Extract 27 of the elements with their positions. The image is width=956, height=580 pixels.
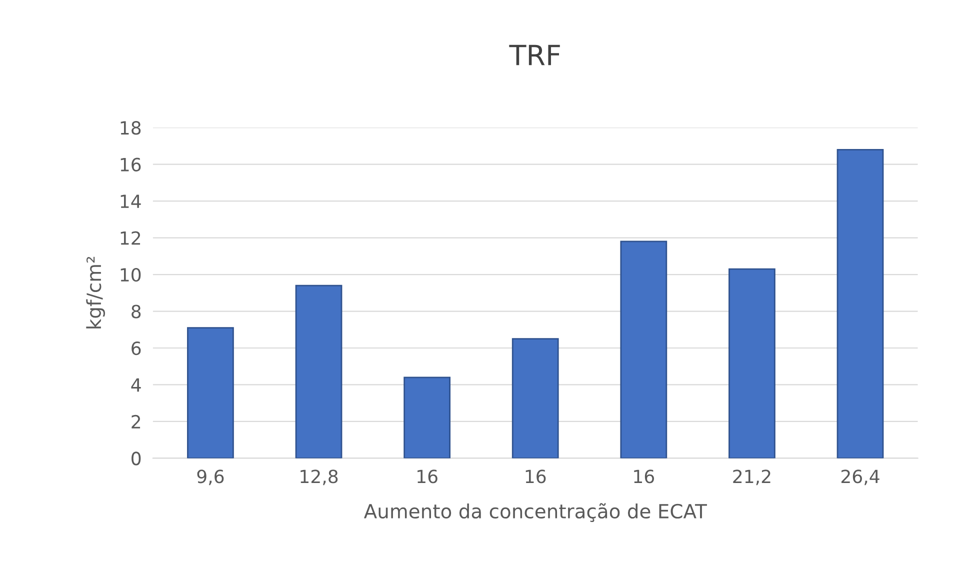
- bar: [728, 268, 776, 458]
- y-tick-label: 6: [132, 341, 141, 356]
- y-tick-label: 0: [132, 452, 141, 466]
- x-tick-label: 9,6: [197, 470, 224, 486]
- x-tick-label: 26,4: [841, 470, 880, 486]
- x-tick-label: 16: [418, 470, 438, 484]
- y-tick-label: 10: [120, 268, 141, 282]
- bar: [295, 284, 342, 458]
- bar: [404, 376, 450, 458]
- y-tick-label: 14: [120, 194, 141, 208]
- chart-title: TRF: [509, 44, 560, 66]
- x-tick-label: 21,2: [733, 470, 770, 486]
- y-tick-label: 16: [120, 158, 141, 172]
- x-axis-title: Aumento da concentração de ECAT: [364, 503, 707, 522]
- x-tick-label: 12,8: [300, 470, 338, 486]
- y-tick-label: 4: [131, 378, 141, 392]
- y-axis-title: kgf/cm²: [86, 256, 105, 328]
- bar: [187, 327, 234, 458]
- x-tick-label: 16: [526, 470, 546, 484]
- bar: [836, 148, 884, 458]
- y-tick-label: 18: [120, 121, 141, 135]
- bar: [512, 338, 559, 458]
- x-tick-label: 16: [634, 470, 654, 484]
- y-tick-label: 8: [132, 304, 141, 318]
- y-tick-label: 12: [120, 231, 140, 245]
- y-tick-label: 2: [132, 414, 140, 428]
- bar: [620, 240, 668, 458]
